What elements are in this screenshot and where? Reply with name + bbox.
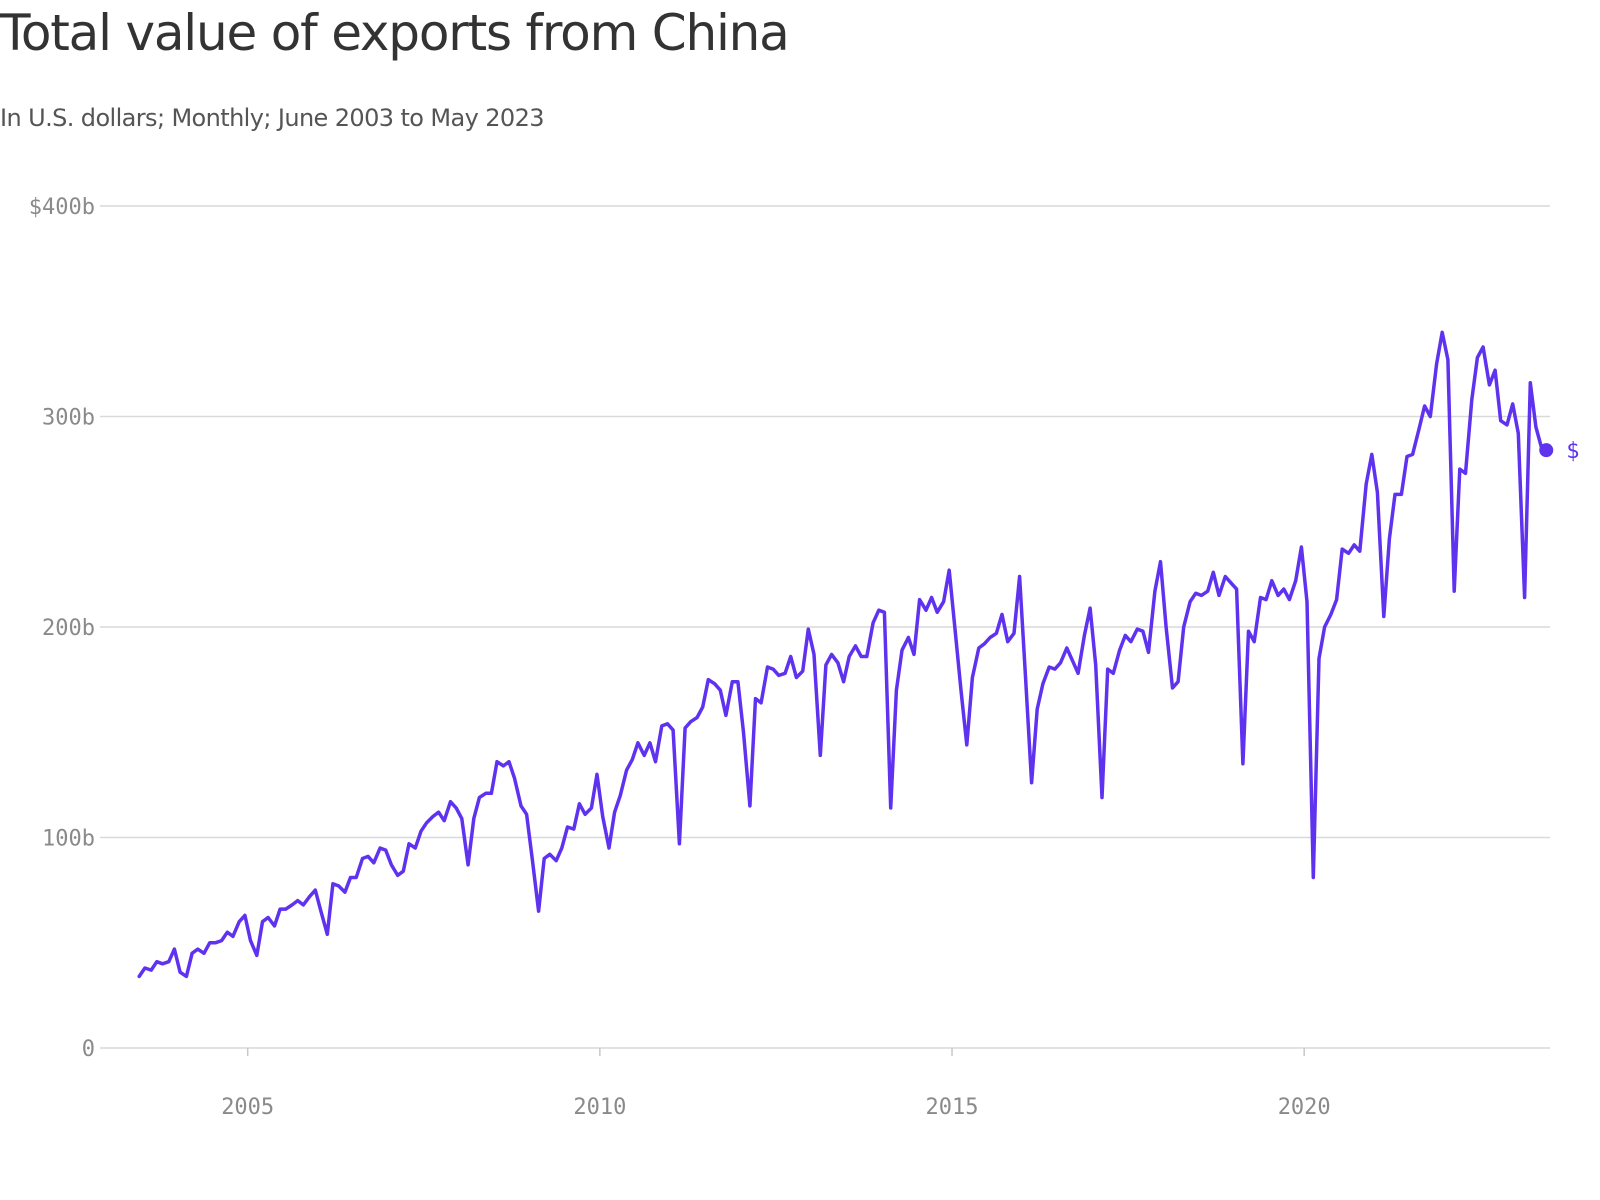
- y-tick-label: 300b: [42, 406, 95, 431]
- chart-subtitle: In U.S. dollars; Monthly; June 2003 to M…: [0, 104, 545, 132]
- end-point-dot: [1539, 443, 1554, 458]
- x-tick-label: 2010: [573, 1095, 626, 1120]
- chart-title: Total value of exports from China: [0, 4, 790, 62]
- axis-labels: 0 100b 200b 300b $400b 2005 2010 2015 2020: [29, 195, 1331, 1120]
- series-layer: $: [137, 330, 1579, 979]
- y-tick-label: 100b: [42, 827, 95, 852]
- x-tick-label: 2020: [1278, 1095, 1331, 1120]
- end-value-label: $: [1566, 439, 1579, 464]
- y-tick-label: 200b: [42, 616, 95, 641]
- x-tick-label: 2015: [926, 1095, 979, 1120]
- x-tick-label: 2005: [221, 1095, 274, 1120]
- y-tick-label: 0: [82, 1037, 95, 1062]
- gridlines: [100, 205, 1550, 1049]
- y-tick-label: $400b: [29, 195, 95, 220]
- series-line-0: [137, 330, 1544, 979]
